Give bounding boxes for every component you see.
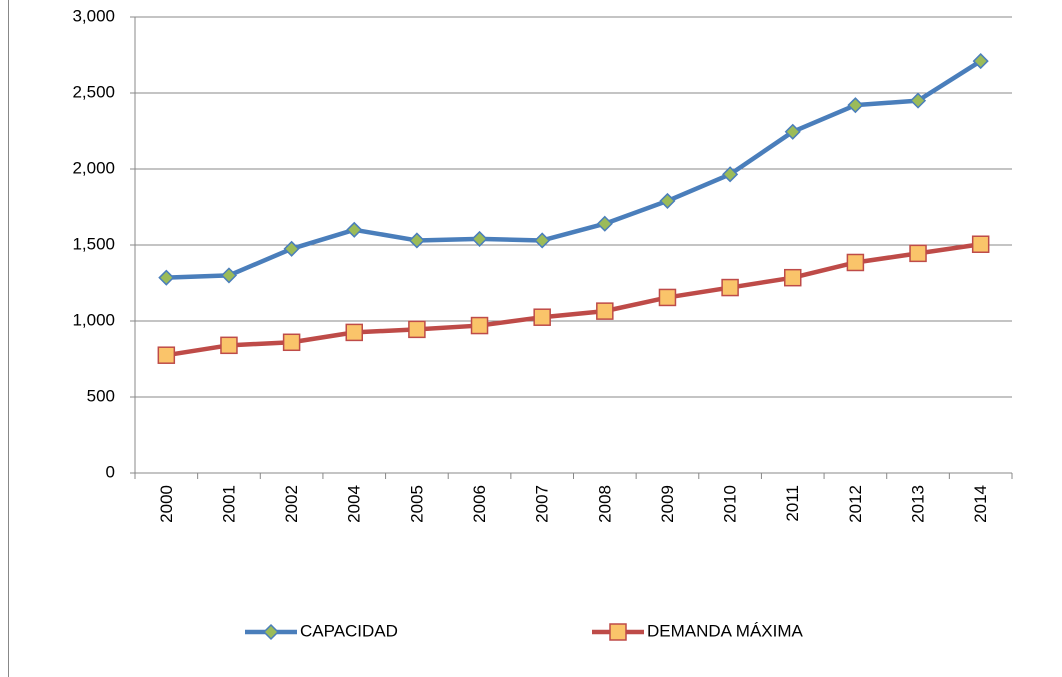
data-point [471,230,488,247]
data-point [722,166,739,183]
data-point [972,53,989,70]
series-line [165,242,982,358]
x-tick-label: 2006 [470,485,489,523]
y-tick-label: 500 [87,386,115,405]
data-point [157,346,176,364]
data-point [658,288,677,307]
data-point [596,302,614,320]
data-point [408,232,425,249]
data-point [220,267,238,284]
data-point [909,244,927,263]
x-tick-label: 2005 [407,485,426,523]
data-point [721,278,739,297]
y-tick-label: 3,000 [72,6,115,25]
y-tick-label: 1,000 [72,310,115,329]
data-point [346,221,363,238]
x-tick-label: 2009 [658,485,677,523]
y-tick-label: 2,000 [72,158,115,177]
legend-marker [262,623,280,641]
y-tick-label: 1,500 [72,234,115,253]
x-tick-label: 2013 [909,485,928,523]
data-point [533,308,551,326]
legend-label: CAPACIDAD [300,621,398,640]
legend-label: DEMANDA MÁXIMA [647,621,804,640]
data-point [470,316,489,335]
y-tick-label: 0 [106,462,115,481]
series-line [166,59,982,280]
data-point [596,215,613,232]
x-tick-label: 2011 [783,485,802,522]
x-tick-label: 2008 [595,485,614,523]
data-point [784,268,802,287]
data-point [158,269,175,286]
x-tick-label: 2012 [846,485,865,523]
data-point [847,97,864,114]
x-tick-label: 2010 [721,485,740,523]
x-tick-label: 2004 [345,485,364,523]
data-point [971,235,990,253]
y-tick-label: 2,500 [72,82,115,101]
data-point [283,240,300,257]
x-tick-label: 2001 [219,485,238,523]
x-tick-label: 2000 [157,485,176,523]
data-point [659,192,676,209]
data-point [784,123,801,140]
data-point [408,320,426,339]
data-point [846,253,865,272]
legend-marker [609,623,627,641]
x-tick-label: 2007 [533,485,552,523]
x-tick-label: 2014 [971,485,990,523]
data-point [909,92,927,109]
data-point [345,323,363,342]
data-point [220,336,238,355]
data-point [534,232,551,249]
data-point [282,333,301,352]
x-tick-label: 2002 [282,485,301,523]
